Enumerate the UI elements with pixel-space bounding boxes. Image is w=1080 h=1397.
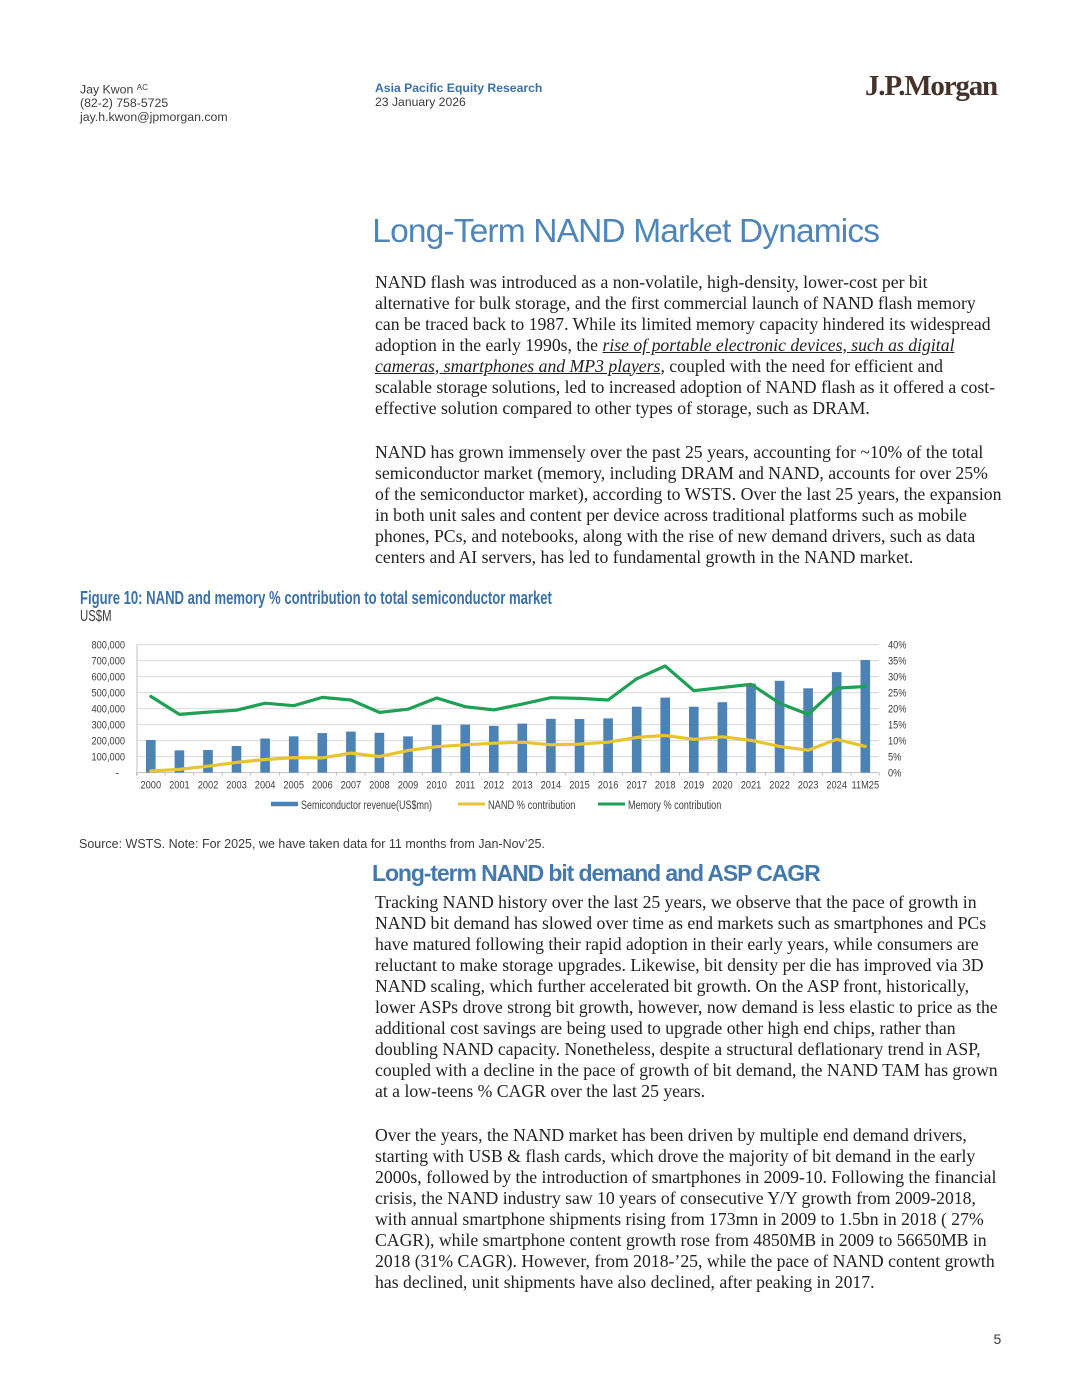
svg-text:2016: 2016 (598, 780, 619, 792)
svg-text:-: - (115, 768, 119, 780)
svg-text:500,000: 500,000 (92, 688, 126, 700)
svg-text:2001: 2001 (169, 780, 190, 792)
svg-text:Semiconductor revenue(US$mn): Semiconductor revenue(US$mn) (301, 800, 432, 812)
svg-text:2012: 2012 (484, 780, 505, 792)
svg-text:5%: 5% (888, 752, 902, 764)
svg-text:11M25: 11M25 (852, 780, 880, 792)
svg-text:2002: 2002 (198, 780, 219, 792)
svg-text:2021: 2021 (741, 780, 762, 792)
svg-text:2009: 2009 (398, 780, 419, 792)
svg-text:100,000: 100,000 (92, 752, 126, 764)
svg-text:40%: 40% (888, 640, 907, 652)
svg-text:2006: 2006 (312, 780, 333, 792)
svg-text:2018: 2018 (655, 780, 676, 792)
svg-text:15%: 15% (888, 720, 907, 732)
svg-text:2024: 2024 (826, 780, 847, 792)
svg-text:2011: 2011 (455, 780, 475, 792)
svg-text:10%: 10% (888, 736, 907, 748)
svg-text:30%: 30% (888, 672, 907, 684)
svg-text:600,000: 600,000 (92, 672, 126, 684)
svg-text:400,000: 400,000 (92, 704, 126, 716)
svg-text:35%: 35% (888, 656, 907, 668)
svg-text:2004: 2004 (255, 780, 276, 792)
svg-text:2010: 2010 (426, 780, 447, 792)
svg-text:2023: 2023 (798, 780, 819, 792)
svg-text:NAND % contribution: NAND % contribution (488, 800, 575, 812)
svg-text:2015: 2015 (569, 780, 590, 792)
svg-text:2000: 2000 (141, 780, 162, 792)
svg-text:2017: 2017 (626, 780, 647, 792)
svg-text:25%: 25% (888, 688, 907, 700)
svg-text:2008: 2008 (369, 780, 390, 792)
svg-text:2003: 2003 (226, 780, 247, 792)
svg-text:200,000: 200,000 (92, 736, 126, 748)
svg-text:Memory % contribution: Memory % contribution (628, 800, 721, 812)
svg-text:2019: 2019 (684, 780, 705, 792)
svg-text:20%: 20% (888, 704, 907, 716)
svg-text:800,000: 800,000 (92, 640, 126, 652)
svg-text:2005: 2005 (283, 780, 304, 792)
svg-text:0%: 0% (888, 768, 902, 780)
svg-text:700,000: 700,000 (92, 656, 126, 668)
svg-text:2022: 2022 (769, 780, 790, 792)
svg-text:2007: 2007 (341, 780, 362, 792)
svg-text:2013: 2013 (512, 780, 533, 792)
svg-text:300,000: 300,000 (92, 720, 126, 732)
svg-text:2020: 2020 (712, 780, 733, 792)
svg-text:2014: 2014 (541, 780, 562, 792)
